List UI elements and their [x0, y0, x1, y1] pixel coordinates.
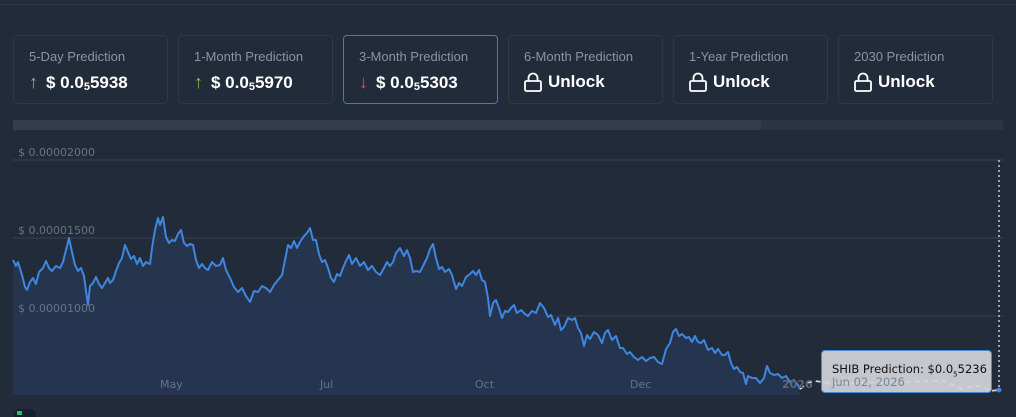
card-label: 1-Year Prediction	[689, 49, 789, 64]
card-label: 5-Day Prediction	[29, 49, 126, 64]
arrow-up-icon: ↑	[29, 72, 38, 92]
arrow-down-icon: ↓	[359, 72, 368, 92]
lock-icon	[524, 72, 542, 92]
lock-icon	[689, 72, 707, 92]
card-3-month[interactable]: 3-Month Prediction ↓ $ 0.0 5 5303	[343, 35, 498, 104]
card-5-day[interactable]: 5-Day Prediction ↑ $ 0.0 5 5938	[13, 35, 168, 104]
navigator-thumb[interactable]	[13, 120, 761, 130]
card-2030[interactable]: 2030 Prediction Unlock	[838, 35, 993, 104]
card-label: 6-Month Prediction	[524, 49, 634, 64]
price-chart[interactable]	[0, 135, 1016, 413]
unlock-button[interactable]: Unlock	[689, 72, 770, 92]
lock-icon	[854, 72, 872, 92]
badge-icon	[17, 411, 22, 415]
chart-tooltip: SHIB Prediction: $0.055236 Jun 02, 2026	[821, 350, 992, 393]
unlock-button[interactable]: Unlock	[854, 72, 935, 92]
y-axis-label: $ 0.00002000	[18, 146, 95, 159]
y-axis-label: $ 0.00001500	[18, 224, 95, 237]
card-1-year[interactable]: 1-Year Prediction Unlock	[673, 35, 828, 104]
x-axis-label: Dec	[630, 378, 652, 391]
card-value: ↑ $ 0.0 5 5938	[29, 72, 128, 93]
y-axis-label: $ 0.00001000	[18, 302, 95, 315]
price-line	[12, 216, 801, 390]
prediction-cards: 5-Day Prediction ↑ $ 0.0 5 5938 1-Month Pr…	[13, 35, 993, 104]
card-value: ↓ $ 0.0 5 5303	[359, 72, 458, 93]
chart-navigator-scrollbar[interactable]	[13, 120, 1003, 130]
x-axis-label: Jul	[320, 378, 334, 391]
x-axis-label: 2026	[782, 378, 813, 391]
tooltip-value: SHIB Prediction: $0.055236	[832, 362, 987, 379]
card-1-month[interactable]: 1-Month Prediction ↑ $ 0.0 5 5970	[178, 35, 333, 104]
card-label: 3-Month Prediction	[359, 49, 469, 64]
tooltip-date: Jun 02, 2026	[832, 375, 905, 389]
hover-point	[996, 387, 1002, 393]
card-label: 1-Month Prediction	[194, 49, 304, 64]
widget-badge[interactable]	[14, 409, 36, 417]
x-axis-label: Oct	[475, 378, 495, 391]
header-divider	[0, 4, 1016, 5]
arrow-up-icon: ↑	[194, 72, 203, 92]
card-value: ↑ $ 0.0 5 5970	[194, 72, 293, 93]
card-label: 2030 Prediction	[854, 49, 945, 64]
card-6-month[interactable]: 6-Month Prediction Unlock	[508, 35, 663, 104]
x-axis-label: May	[160, 378, 183, 391]
price-area	[13, 217, 800, 395]
unlock-button[interactable]: Unlock	[524, 72, 605, 92]
